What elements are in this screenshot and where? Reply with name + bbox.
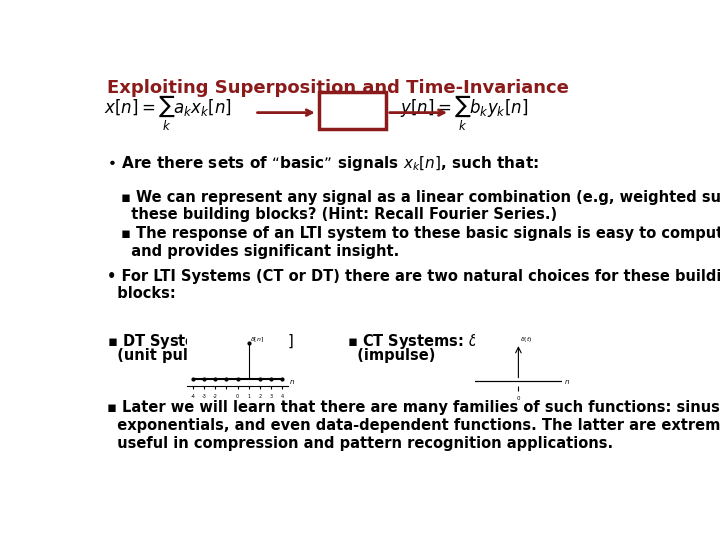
Text: ▪ The response of an LTI system to these basic signals is easy to compute: ▪ The response of an LTI system to these…	[121, 226, 720, 241]
Text: Exploiting Superposition and Time-Invariance: Exploiting Superposition and Time-Invari…	[107, 79, 569, 97]
Text: $n$: $n$	[564, 378, 570, 386]
Bar	[319, 92, 386, 129]
Text: (impulse): (impulse)	[347, 348, 435, 362]
Text: useful in compression and pattern recognition applications.: useful in compression and pattern recogn…	[107, 436, 613, 451]
Text: $\delta[n]$: $\delta[n]$	[250, 335, 264, 344]
Text: exponentials, and even data-dependent functions. The latter are extremely: exponentials, and even data-dependent fu…	[107, 418, 720, 433]
Text: ▪ We can represent any signal as a linear combination (e.g, weighted sum) of: ▪ We can represent any signal as a linea…	[121, 190, 720, 205]
Text: these building blocks? (Hint: Recall Fourier Series.): these building blocks? (Hint: Recall Fou…	[121, 207, 557, 222]
Text: ▪ Later we will learn that there are many families of such functions: sinusoids,: ▪ Later we will learn that there are man…	[107, 400, 720, 415]
Text: $y[n] = \sum_k b_k y_k[n]$: $y[n] = \sum_k b_k y_k[n]$	[400, 93, 528, 133]
Text: ▪ CT Systems: $\delta(t - t_0)$: ▪ CT Systems: $\delta(t - t_0)$	[347, 332, 526, 351]
Text: $n$: $n$	[289, 379, 295, 386]
Text: (unit pulse): (unit pulse)	[107, 348, 213, 362]
Text: $x[n] = \sum_k a_k x_k[n]$: $x[n] = \sum_k a_k x_k[n]$	[104, 93, 232, 133]
Text: and provides significant insight.: and provides significant insight.	[121, 244, 399, 259]
Text: blocks:: blocks:	[107, 286, 176, 301]
Text: ▪ DT Systems: $\delta[n - n_0]$: ▪ DT Systems: $\delta[n - n_0]$	[107, 332, 294, 351]
Text: $\delta(t)$: $\delta(t)$	[520, 335, 532, 345]
Text: • For LTI Systems (CT or DT) there are two natural choices for these building: • For LTI Systems (CT or DT) there are t…	[107, 268, 720, 284]
Text: • Are there sets of “basic” signals $x_k[n]$, such that:: • Are there sets of “basic” signals $x_k…	[107, 154, 539, 173]
